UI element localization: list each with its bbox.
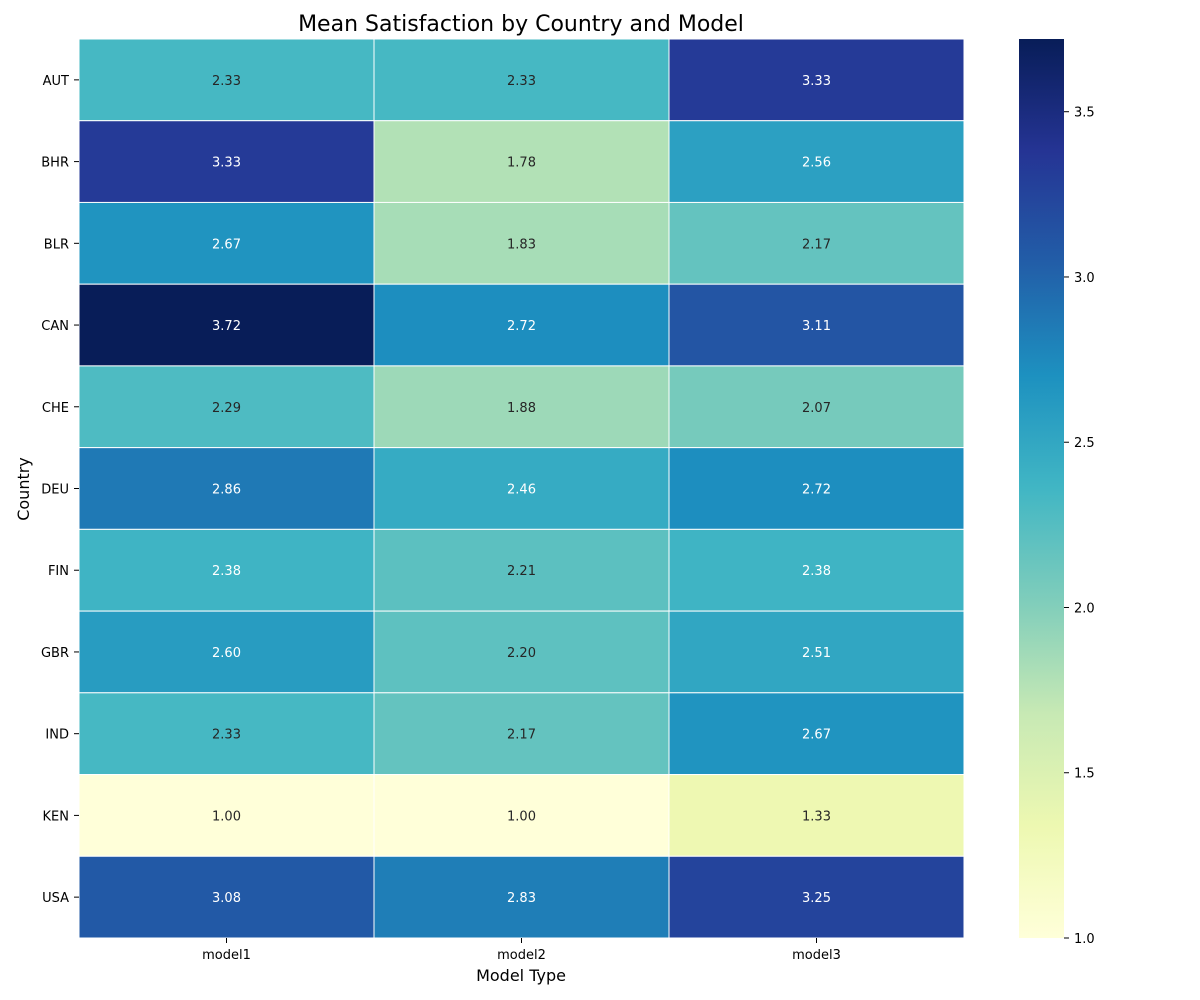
heatmap-cells: 2.33 2.33 3.33 3.33 1.78 2.56 2.67 1.83 2.17 3.72… <box>78 38 965 939</box>
cell-value-label: 1.00 <box>507 809 536 824</box>
colorbar-tick-label: 3.5 <box>1074 106 1095 121</box>
cell-value-label: 3.33 <box>802 74 831 89</box>
cell-value-label: 2.67 <box>212 237 241 252</box>
heatmap-cell-gbr-model1 <box>78 610 375 694</box>
cell-value-label: 3.72 <box>212 319 241 334</box>
heatmap-cell-gbr-model3 <box>668 610 965 694</box>
heatmap-cell-aut-model2 <box>373 38 670 122</box>
cell-value-label: 2.56 <box>802 156 831 171</box>
heatmap-cell-ken-model3 <box>668 774 965 857</box>
y-tick-label: GBR <box>41 646 69 661</box>
cell-value-label: 3.11 <box>802 319 831 334</box>
cell-value-label: 2.38 <box>212 564 241 579</box>
cell-value-label: 2.46 <box>507 483 536 498</box>
heatmap-cell-che-model2 <box>373 365 670 449</box>
cell-value-label: 1.00 <box>212 809 241 824</box>
cell-value-label: 1.78 <box>507 156 536 171</box>
y-tick-label: USA <box>42 891 69 906</box>
cell-value-label: 2.29 <box>212 401 241 416</box>
heatmap-cell-deu-model2 <box>373 447 670 530</box>
heatmap-cell-blr-model2 <box>373 201 670 285</box>
heatmap-cell-usa-model3 <box>668 855 965 939</box>
heatmap-cell-che-model1 <box>78 365 375 449</box>
x-axis-label: Model Type <box>476 966 566 985</box>
cell-value-label: 2.07 <box>802 401 831 416</box>
y-tick-label: CAN <box>41 319 69 334</box>
cell-value-label: 2.72 <box>802 483 831 498</box>
cell-value-label: 2.17 <box>802 237 831 252</box>
colorbar-tick-label: 1.5 <box>1074 767 1095 782</box>
x-tick-label: model1 <box>202 948 251 963</box>
y-tick-label: BLR <box>44 237 69 252</box>
heatmap-cell-ken-model1 <box>78 774 375 857</box>
cell-value-label: 2.17 <box>507 728 536 743</box>
y-tick-label: CHE <box>42 401 69 416</box>
heatmap-cell-can-model3 <box>668 283 965 367</box>
colorbar-ticks: 1.0 1.5 2.0 2.5 3.0 3.5 <box>1064 106 1095 947</box>
colorbar-tick-label: 2.5 <box>1074 436 1095 451</box>
heatmap-cell-usa-model1 <box>78 855 375 939</box>
cell-value-label: 2.51 <box>802 646 831 661</box>
cell-value-label: 2.33 <box>212 728 241 743</box>
heatmap-cell-fin-model3 <box>668 528 965 612</box>
colorbar-tick-label: 3.0 <box>1074 271 1095 286</box>
y-tick-label: IND <box>45 728 69 743</box>
heatmap-cell-bhr-model3 <box>668 120 965 203</box>
cell-value-label: 2.33 <box>507 74 536 89</box>
heatmap-cell-bhr-model2 <box>373 120 670 203</box>
y-tick-label: FIN <box>48 564 69 579</box>
cell-value-label: 1.88 <box>507 401 536 416</box>
colorbar-tick-label: 2.0 <box>1074 601 1095 616</box>
heatmap-cell-fin-model2 <box>373 528 670 612</box>
x-tick-label: model3 <box>792 948 841 963</box>
cell-value-label: 2.72 <box>507 319 536 334</box>
cell-value-label: 3.08 <box>212 891 241 906</box>
x-tick-label: model2 <box>497 948 546 963</box>
heatmap-cell-ken-model2 <box>373 774 670 857</box>
colorbar <box>1019 39 1064 938</box>
cell-value-label: 2.33 <box>212 74 241 89</box>
heatmap-cell-ind-model3 <box>668 692 965 776</box>
cell-value-label: 2.86 <box>212 483 241 498</box>
colorbar-tick-label: 1.0 <box>1074 932 1095 947</box>
cell-value-label: 2.21 <box>507 564 536 579</box>
chart-title: Mean Satisfaction by Country and Model <box>298 12 744 37</box>
y-tick-label: AUT <box>43 74 69 89</box>
heatmap-cell-fin-model1 <box>78 528 375 612</box>
y-axis-ticks: AUT BHR BLR CAN CHE DEU FIN GBR IND KEN USA <box>41 74 79 906</box>
heatmap-cell-ind-model1 <box>78 692 375 776</box>
x-axis-ticks: model1 model2 model3 <box>202 938 841 963</box>
y-tick-label: DEU <box>41 483 69 498</box>
heatmap-cell-bhr-model1 <box>78 120 375 203</box>
y-tick-label: KEN <box>43 809 69 824</box>
heatmap-cell-can-model1 <box>78 283 375 367</box>
heatmap-cell-aut-model1 <box>78 38 375 122</box>
heatmap-cell-che-model3 <box>668 365 965 449</box>
cell-value-label: 2.20 <box>507 646 536 661</box>
heatmap-cell-aut-model3 <box>668 38 965 122</box>
cell-value-label: 2.67 <box>802 728 831 743</box>
cell-value-label: 1.83 <box>507 237 536 252</box>
cell-value-label: 2.38 <box>802 564 831 579</box>
cell-value-label: 3.33 <box>212 156 241 171</box>
cell-value-label: 2.60 <box>212 646 241 661</box>
heatmap-cell-deu-model3 <box>668 447 965 530</box>
heatmap-cell-gbr-model2 <box>373 610 670 694</box>
cell-value-label: 2.83 <box>507 891 536 906</box>
cell-value-label: 3.25 <box>802 891 831 906</box>
cell-value-label: 1.33 <box>802 809 831 824</box>
y-tick-label: BHR <box>41 156 69 171</box>
y-axis-label: Country <box>14 457 33 521</box>
